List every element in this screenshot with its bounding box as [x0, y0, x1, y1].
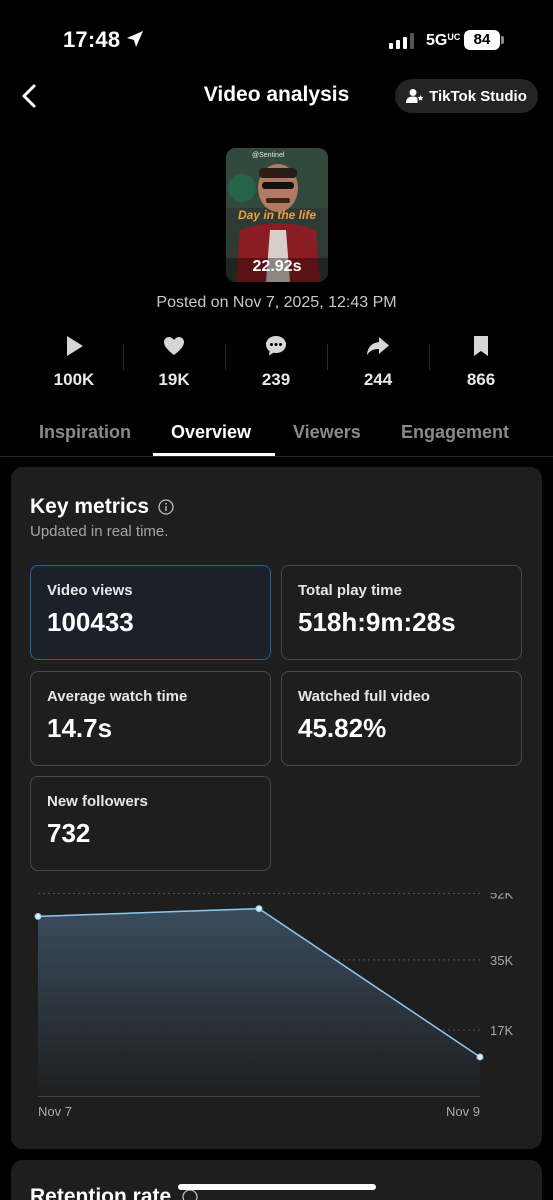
retention-card	[11, 1160, 542, 1200]
tab-overview[interactable]: Overview	[171, 422, 252, 442]
info-icon[interactable]	[182, 1189, 198, 1200]
metric-value: 14.7s	[47, 713, 113, 743]
bookmark-icon	[474, 336, 488, 356]
share-icon	[367, 337, 389, 355]
tabs-divider	[0, 456, 553, 457]
chart-x-tick-label: Nov 9	[446, 1104, 480, 1119]
chart-y-tick-label: 17K	[490, 1023, 513, 1038]
chart-x-tick-label: Nov 7	[38, 1104, 72, 1119]
stat-views-value: 100K	[53, 370, 95, 389]
retention-title: Retention rate	[30, 1185, 172, 1200]
stat-shares: 244	[338, 334, 418, 390]
metric-label: Video views	[47, 582, 133, 599]
network-indicator: 5GUC	[426, 32, 461, 49]
video-duration: 22.92s	[252, 258, 302, 275]
back-arrow-icon[interactable]	[14, 80, 46, 112]
metric-label: New followers	[47, 793, 148, 810]
video-thumbnail[interactable]: @Sentinel Day in the life 22.92s	[226, 148, 328, 282]
page-title: Video analysis	[203, 83, 350, 106]
person-star-icon	[406, 89, 424, 103]
metric-label: Average watch time	[47, 688, 188, 705]
key-metrics-subtitle: Updated in real time.	[30, 523, 169, 540]
chart-data-point	[255, 905, 263, 913]
tiktok-studio-label: TikTok Studio	[429, 87, 527, 105]
metric-label: Total play time	[298, 582, 402, 599]
tab-engagement[interactable]: Engagement	[401, 422, 510, 442]
battery-icon: 84	[464, 30, 504, 50]
stat-comments-value: 239	[261, 370, 291, 389]
signal-icon	[389, 33, 414, 49]
chart-y-tick-label: 35K	[490, 953, 513, 968]
battery-level: 84	[464, 30, 500, 50]
posted-date: Posted on Nov 7, 2025, 12:43 PM	[156, 294, 397, 311]
key-metrics-title: Key metrics	[30, 495, 150, 518]
status-time: 17:48	[63, 27, 121, 52]
stat-comments: 239	[236, 334, 316, 390]
metric-watched-full-video[interactable]: Watched full video 45.82%	[281, 671, 522, 766]
status-bar: 17:48 5GUC 84	[0, 0, 553, 80]
info-icon[interactable]	[158, 499, 174, 515]
play-icon	[67, 336, 83, 356]
stat-shares-value: 244	[363, 370, 393, 389]
stat-saves-value: 866	[466, 370, 496, 389]
stat-saves: 866	[441, 334, 521, 390]
video-overlay-text: Day in the life	[237, 208, 317, 222]
home-indicator	[178, 1184, 376, 1190]
chart-data-point	[476, 1053, 484, 1061]
metric-new-followers[interactable]: New followers 732	[30, 776, 271, 871]
metric-total-play-time[interactable]: Total play time 518h:9m:28s	[281, 565, 522, 660]
location-arrow-icon	[127, 31, 143, 47]
metric-video-views[interactable]: Video views 100433	[30, 565, 271, 660]
stat-views: 100K	[34, 334, 114, 390]
tab-viewers[interactable]: Viewers	[293, 422, 361, 442]
comment-icon	[266, 336, 286, 356]
heart-icon	[164, 337, 184, 355]
chart-y-tick-label: 52K	[490, 893, 513, 902]
video-thumbnail-image	[226, 148, 328, 282]
metric-value: 100433	[47, 607, 134, 637]
video-creator-handle: @Sentinel	[252, 152, 285, 159]
stat-likes: 19K	[134, 334, 214, 390]
tiktok-studio-button[interactable]: TikTok Studio	[395, 79, 538, 113]
views-area-chart[interactable]: 17K 35K 52K Nov 7 Nov 9	[28, 893, 528, 1125]
chart-area-fill	[38, 908, 480, 1096]
metric-label: Watched full video	[298, 688, 430, 705]
metric-value: 518h:9m:28s	[298, 607, 456, 637]
metric-average-watch-time[interactable]: Average watch time 14.7s	[30, 671, 271, 766]
chart-data-point	[34, 912, 42, 920]
tab-inspiration[interactable]: Inspiration	[39, 422, 132, 442]
metric-value: 45.82%	[298, 713, 387, 743]
stat-likes-value: 19K	[158, 370, 190, 389]
metric-value: 732	[47, 818, 91, 848]
active-tab-indicator	[153, 453, 275, 456]
